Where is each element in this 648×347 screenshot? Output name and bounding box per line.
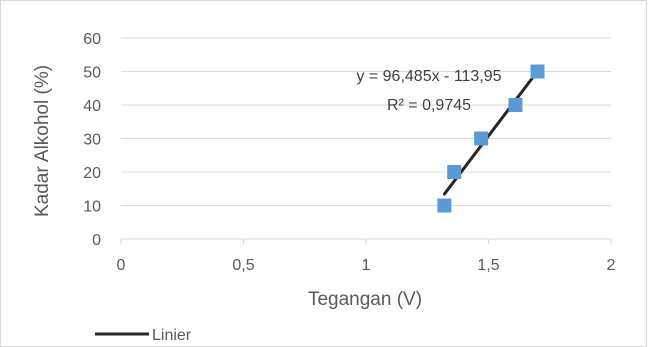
x-axis-title: Tegangan (V) xyxy=(308,289,422,310)
x-tick-label: 2 xyxy=(607,257,616,274)
tick-labels: 0 10 20 30 40 50 60 0 0,5 1 1,5 2 xyxy=(83,31,615,274)
legend: Linier xyxy=(95,327,192,344)
y-tick-label: 30 xyxy=(83,132,101,149)
trendline-equation: y = 96,485x - 113,95 xyxy=(356,68,501,85)
y-tick-label: 40 xyxy=(83,98,101,115)
gridlines xyxy=(121,37,611,206)
data-point xyxy=(530,64,545,79)
data-point xyxy=(474,131,489,146)
axes xyxy=(120,238,612,244)
x-tick-label: 0 xyxy=(117,257,126,274)
y-tick-label: 0 xyxy=(92,232,101,249)
y-tick-label: 20 xyxy=(83,165,101,182)
legend-label-linier: Linier xyxy=(152,327,192,344)
data-point xyxy=(447,165,462,179)
x-tick-label: 1,5 xyxy=(477,257,499,274)
y-tick-label: 60 xyxy=(83,31,101,48)
data-point xyxy=(508,98,523,112)
data-point xyxy=(437,198,452,213)
x-tick-label: 1 xyxy=(362,257,371,274)
x-tick-label: 0,5 xyxy=(232,257,254,274)
y-tick-label: 10 xyxy=(83,199,101,216)
data-points xyxy=(437,64,545,213)
trendline-r-squared: R² = 0,9745 xyxy=(387,97,471,114)
y-tick-label: 50 xyxy=(83,65,101,82)
y-axis-title: Kadar Alkohol (%) xyxy=(32,65,53,217)
